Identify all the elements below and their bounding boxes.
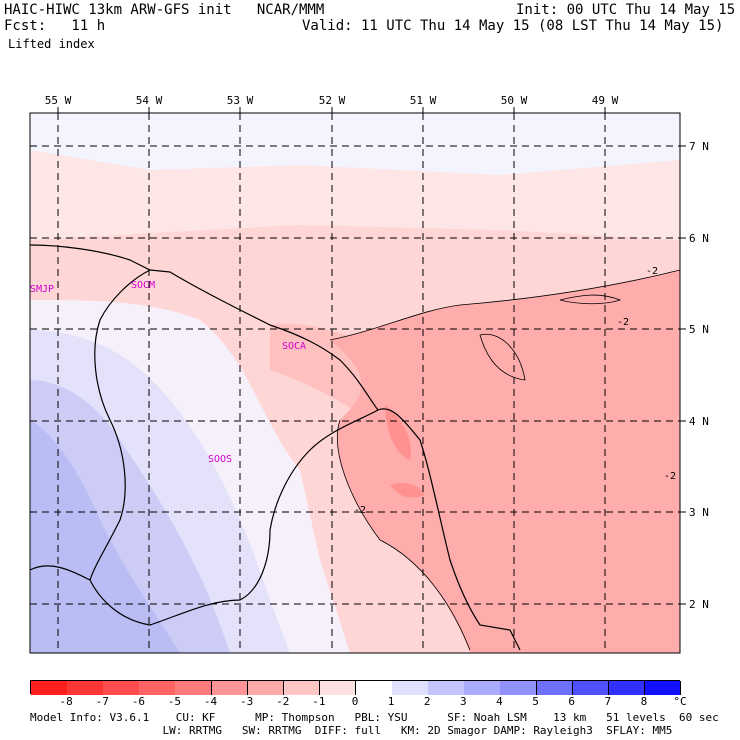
map-frame	[29, 112, 681, 654]
colorbar-swatch	[103, 681, 140, 695]
lon-label: 52 W	[319, 94, 346, 107]
contour-lines	[329, 269, 681, 651]
colorbar-swatch	[319, 681, 357, 695]
lon-label: 51 W	[410, 94, 437, 107]
lat-lon-grid	[30, 113, 680, 653]
colorbar-swatch	[211, 681, 249, 695]
colorbar-label: 7	[604, 695, 612, 708]
colorbar-label: -4	[203, 695, 218, 708]
top-ticks	[57, 107, 606, 113]
valid-time: Valid: 11 UTC Thu 14 May 15 (08 LST Thu …	[302, 18, 724, 34]
lat-labels: 7 N 6 N 5 N 4 N 3 N 2 N	[689, 140, 709, 611]
init-time: Init: 00 UTC Thu 14 May 15	[516, 2, 736, 18]
contour-label: -2	[354, 505, 366, 516]
colorbar-label: -6	[131, 695, 145, 708]
colorbar-swatch	[247, 681, 285, 695]
colorbar-label: -8	[59, 695, 73, 708]
colorbar-label: 3	[460, 695, 467, 708]
colorbar-label: -2	[276, 695, 290, 708]
colorbar-label: -7	[95, 695, 109, 708]
colorbar-label: 8	[640, 695, 648, 708]
lon-label: 49 W	[592, 94, 619, 107]
station-smjp: SMJP	[30, 284, 54, 295]
contour-label: -2	[646, 266, 658, 277]
lon-label: 54 W	[136, 94, 163, 107]
station-socm: SOCM	[131, 280, 155, 291]
contour-label: -2	[664, 471, 676, 482]
station-soos: SOOS	[208, 454, 232, 465]
colorbar-swatch	[608, 681, 646, 695]
colorbar-swatch	[139, 681, 176, 695]
right-ticks	[680, 145, 686, 605]
colorbar-label: -5	[167, 695, 182, 708]
lon-label: 55 W	[45, 94, 72, 107]
footer-model-info: Model Info: V3.6.1 CU: KF MP: Thompson P…	[30, 711, 719, 724]
colorbar-swatch	[392, 681, 429, 695]
lon-label: 53 W	[227, 94, 254, 107]
colorbar-swatch	[31, 681, 68, 695]
forecast-hour: Fcst: 11 h	[4, 18, 106, 34]
lat-label: 2 N	[689, 598, 709, 611]
contour-label: -2	[617, 317, 629, 328]
colorbar-label: 0	[351, 695, 359, 708]
colorbar-label: 6	[568, 695, 575, 708]
lat-label: 3 N	[689, 506, 709, 519]
lat-label: 6 N	[689, 232, 709, 245]
lon-labels: 55 W 54 W 53 W 52 W 51 W 50 W 49 W	[45, 94, 619, 107]
colorbar-label: -1	[312, 695, 326, 708]
footer-physics-info: LW: RRTMG SW: RRTMG DIFF: full KM: 2D Sm…	[30, 724, 673, 737]
colorbar-swatch	[536, 681, 574, 695]
colorbar-swatch	[464, 681, 501, 695]
station-soca: SOCA	[282, 341, 306, 352]
contour-value-labels: -2 -2 -2 -2	[354, 266, 676, 516]
colorbar-swatch	[283, 681, 321, 695]
colorbar-label: 1	[387, 695, 395, 708]
colorbar-label: 2	[423, 695, 431, 708]
colorbar-label: -3	[240, 695, 254, 708]
colorbar-label: 5	[532, 695, 539, 708]
lat-label: 7 N	[689, 140, 709, 153]
station-labels: SMJP SOCM SOCA SOOS	[30, 280, 306, 465]
colorbar-swatch	[356, 681, 393, 695]
colorbar-unit: °C	[673, 695, 687, 708]
colorbar-swatch	[175, 681, 213, 695]
lat-label: 4 N	[689, 415, 709, 428]
colorbar-swatch	[67, 681, 104, 695]
colorbar-swatch	[644, 681, 682, 695]
colorbar-swatch	[428, 681, 465, 695]
lat-label: 5 N	[689, 323, 709, 336]
lifted-index-field	[30, 113, 680, 653]
lon-label: 50 W	[501, 94, 528, 107]
colorbar-swatch	[500, 681, 538, 695]
colorbar	[30, 680, 682, 695]
colorbar-label: 4	[496, 695, 503, 708]
map-title: HAIC-HIWC 13km ARW-GFS init NCAR/MMM	[4, 2, 325, 18]
field-name: Lifted index	[8, 37, 95, 51]
colorbar-swatch	[572, 681, 610, 695]
